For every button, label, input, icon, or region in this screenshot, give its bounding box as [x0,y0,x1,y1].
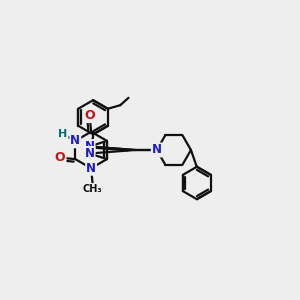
Text: H: H [58,129,68,140]
Text: CH₃: CH₃ [82,184,102,194]
Text: N: N [86,162,96,175]
Text: N: N [85,140,94,153]
Text: O: O [84,109,95,122]
Text: N: N [152,143,162,157]
Text: O: O [84,109,95,122]
Text: O: O [55,151,65,164]
Text: N: N [70,134,80,147]
Text: N: N [85,147,94,160]
Text: O: O [55,151,65,164]
